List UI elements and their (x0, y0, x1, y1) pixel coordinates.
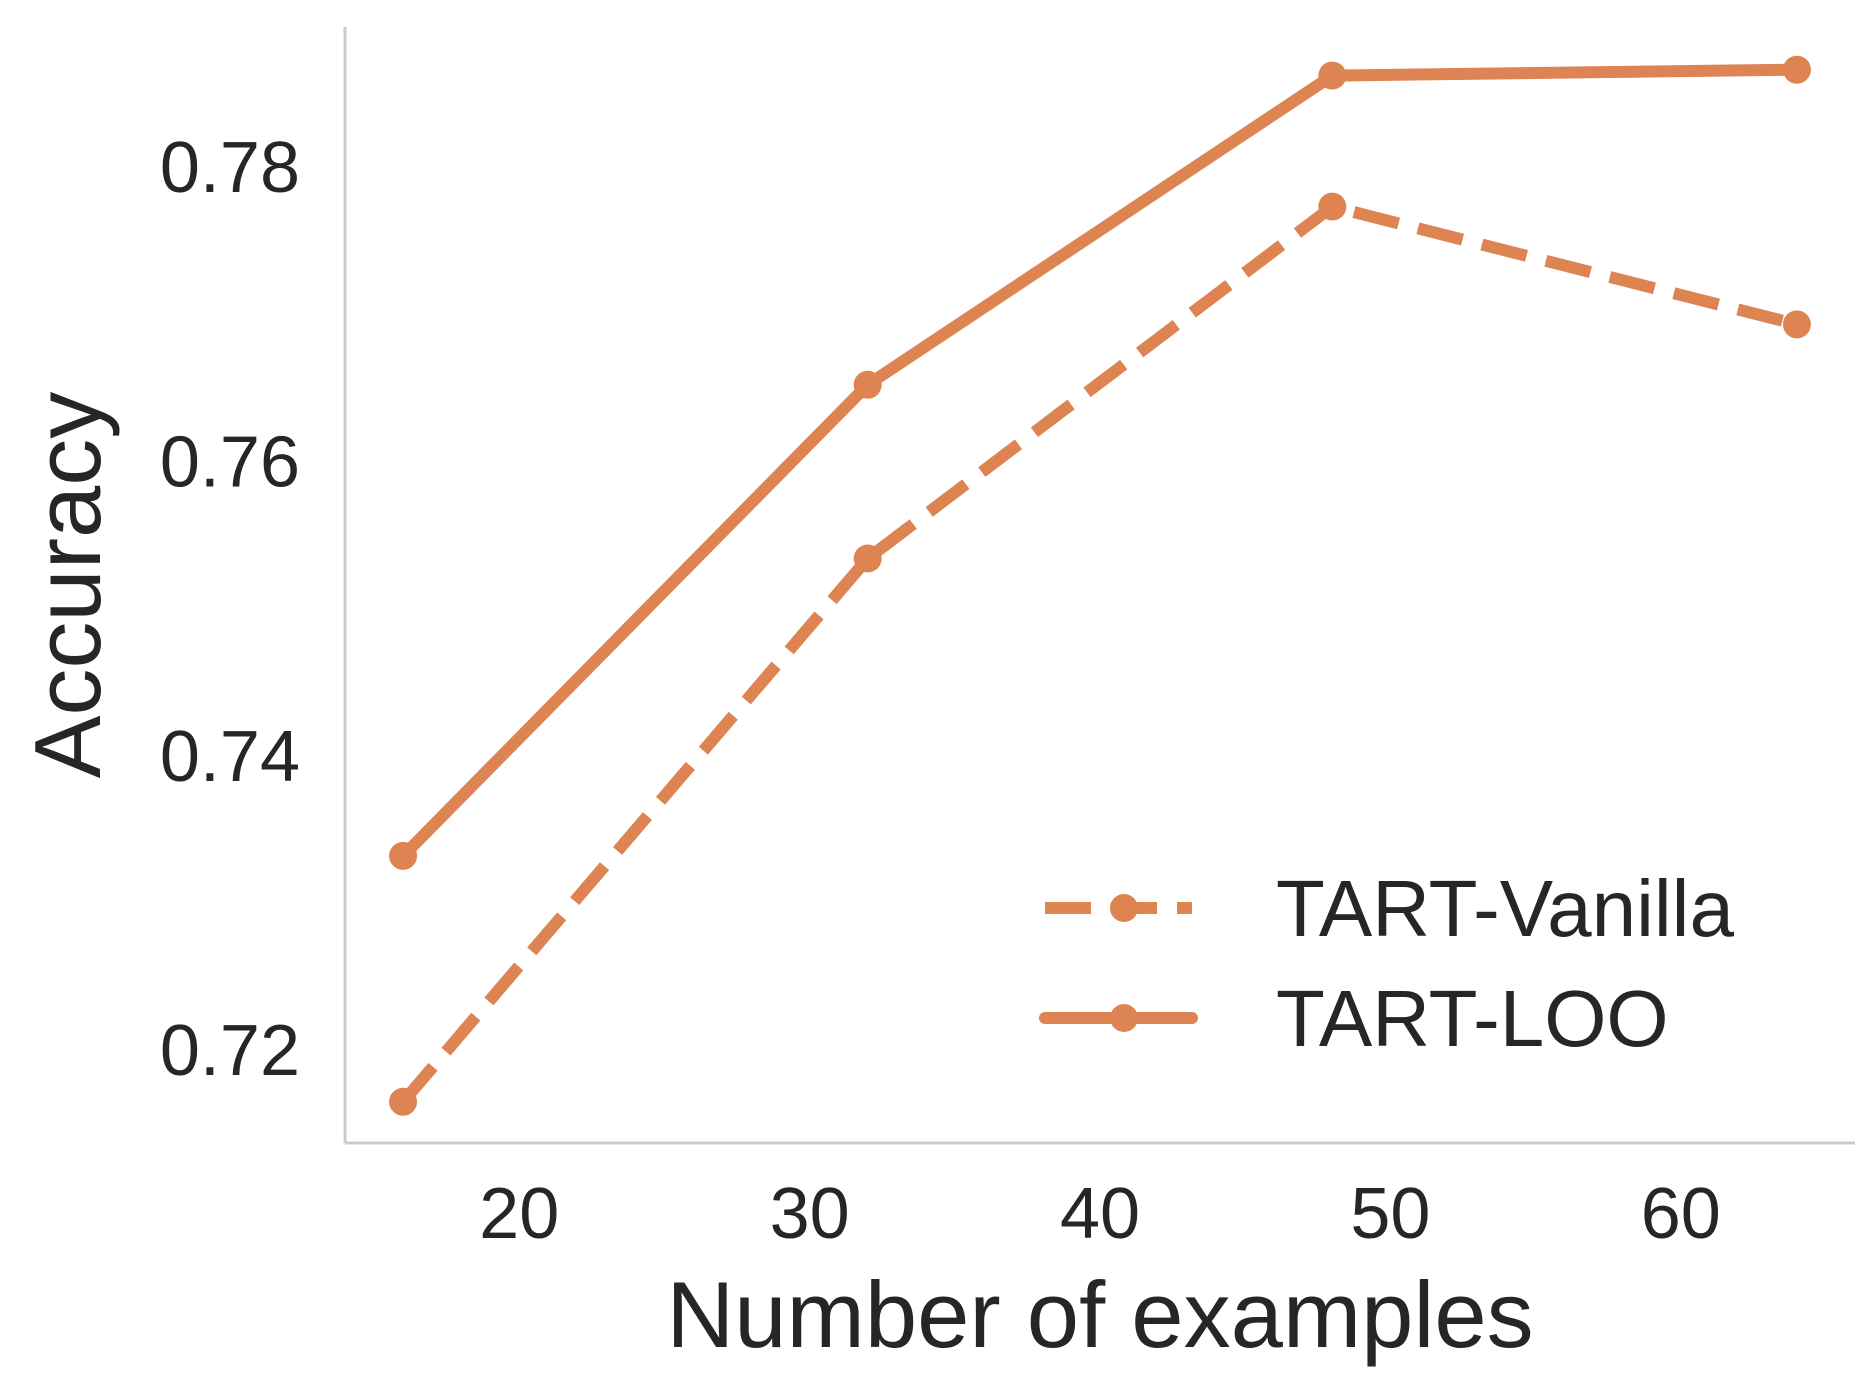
axes (343, 27, 1855, 1145)
legend-marker-tart-loo (1110, 1004, 1138, 1032)
y-tick-label-0.78: 0.78 (160, 128, 300, 208)
data-point-tart-vanilla-64 (1782, 310, 1811, 339)
y-tick-label-0.76: 0.76 (160, 422, 300, 502)
data-point-tart-loo-32 (853, 370, 882, 399)
series-line-tart-vanilla (398, 200, 1799, 1106)
y-axis-label: Accuracy (15, 392, 120, 779)
legend-marker-tart-vanilla (1110, 894, 1138, 922)
data-point-tart-loo-16 (389, 841, 418, 870)
series-line-tart-loo (397, 63, 1803, 862)
legend: TART-Vanilla TART-LOO (1039, 864, 1734, 1063)
x-axis-label: Number of examples (666, 1262, 1533, 1367)
x-tick-label-50: 50 (1350, 1174, 1430, 1254)
y-tick-label-0.72: 0.72 (160, 1011, 300, 1091)
data-point-tart-vanilla-48 (1318, 192, 1347, 221)
y-tick-label-0.74: 0.74 (160, 717, 300, 797)
data-point-tart-loo-64 (1782, 55, 1811, 84)
x-tick-label-40: 40 (1060, 1174, 1140, 1254)
data-point-tart-loo-48 (1318, 61, 1347, 90)
x-tick-label-20: 20 (479, 1174, 559, 1254)
legend-label-tart-vanilla: TART-Vanilla (1276, 864, 1734, 953)
x-tick-label-60: 60 (1641, 1174, 1721, 1254)
data-point-tart-vanilla-32 (853, 544, 882, 573)
legend-label-tart-loo: TART-LOO (1276, 974, 1669, 1063)
series (389, 55, 1811, 1116)
data-point-tart-vanilla-16 (389, 1087, 418, 1116)
x-tick-label-30: 30 (770, 1174, 850, 1254)
x-tick-labels: 20 30 40 50 60 (479, 1174, 1721, 1254)
y-tick-labels: 0.72 0.74 0.76 0.78 (160, 128, 300, 1091)
